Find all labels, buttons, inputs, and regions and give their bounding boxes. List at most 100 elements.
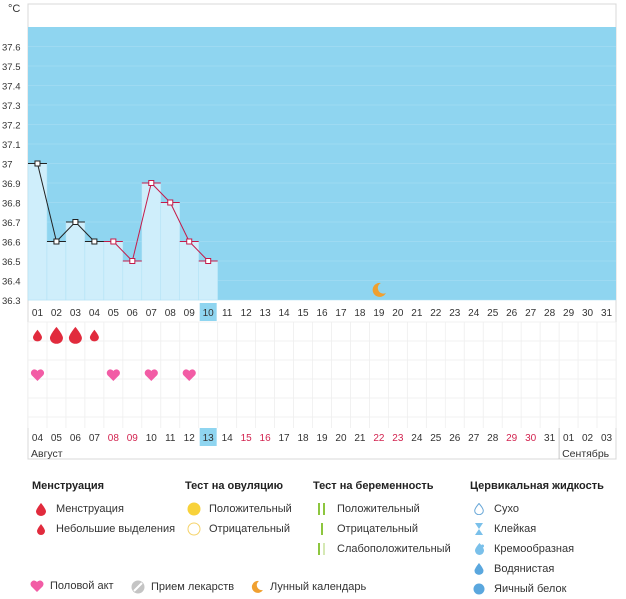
legend-item-creamy: Кремообразная [470, 539, 604, 559]
legend-ovulation: Тест на овуляцию Положительный Отрицател… [185, 480, 292, 539]
calendar-date-label: 06 [70, 433, 82, 444]
legend-lunar: Лунный календарь [250, 580, 366, 594]
legend-item-ovulation-positive: Положительный [185, 499, 292, 519]
temp-line-segment [36, 163, 57, 242]
legend-item-spotting: Небольшие выделения [32, 519, 175, 539]
cycle-day-label: 04 [89, 308, 101, 319]
temp-point [129, 258, 136, 264]
moon-icon [372, 282, 386, 297]
legend-item-pregnancy-negative: Отрицательный [313, 519, 451, 539]
calendar-date-label: 30 [525, 433, 537, 444]
hourglass-icon [470, 523, 488, 535]
temp-line-segment [150, 182, 171, 203]
temp-line-segment [188, 241, 209, 262]
legend-intercourse: Половой акт [30, 580, 114, 592]
calendar-date-label: 08 [108, 433, 120, 444]
calendar-date-label: 26 [449, 433, 461, 444]
cycle-day-label: 17 [335, 308, 347, 319]
temp-point [167, 199, 174, 206]
cycle-day-label: 25 [487, 308, 499, 319]
cycle-day-label: 19 [373, 308, 385, 319]
cycle-day-label: 22 [430, 308, 442, 319]
cycle-day-label: 23 [449, 308, 461, 319]
temp-bar [198, 260, 218, 301]
y-tick-label: 37.5 [2, 62, 21, 73]
calendar-date-label: 20 [335, 433, 347, 444]
cycle-day-label: 18 [354, 308, 366, 319]
calendar-date-label: 14 [222, 433, 234, 444]
temp-bar [65, 221, 86, 301]
cycle-day-label: 07 [146, 308, 158, 319]
calendar-date-label: 16 [260, 433, 272, 444]
y-tick-label: 37.4 [2, 82, 21, 93]
calendar-date-label: 24 [411, 433, 423, 444]
menstruation-drop-icon [68, 326, 82, 344]
legend-item-pregnancy-weak: Слабоположительный [313, 539, 451, 559]
empty-circle-icon [185, 522, 203, 536]
calendar-date-label: 12 [184, 433, 196, 444]
cycle-day-label: 09 [184, 308, 196, 319]
events-panel [28, 322, 616, 428]
calendar-date-label: 01 [563, 433, 575, 444]
creamy-drop-icon [470, 543, 488, 555]
cycle-day-label: 02 [51, 308, 63, 319]
temp-bar [141, 182, 162, 301]
cycle-day-label: 08 [165, 308, 177, 319]
cycle-day-label: 21 [411, 308, 423, 319]
one-line-icon [313, 523, 331, 535]
two-lines-icon [313, 503, 331, 515]
temp-bar [27, 163, 48, 301]
y-tick-label: 37 [2, 160, 13, 171]
cycle-day-label: 26 [506, 308, 518, 319]
current-day-highlight [199, 303, 217, 321]
heart-icon [144, 369, 158, 381]
temp-bar [103, 241, 124, 301]
temp-bar [179, 241, 199, 301]
heart-icon [182, 369, 196, 381]
month-label: Сентябрь [562, 448, 610, 460]
calendar-date-label: 02 [582, 433, 594, 444]
y-tick-label: 36.5 [2, 257, 21, 268]
faint-lines-icon [313, 543, 331, 555]
today-highlight [199, 428, 217, 446]
calendar-date-label: 29 [506, 433, 518, 444]
calendar-date-label: 31 [544, 433, 556, 444]
legend-medication: Прием лекарств [131, 580, 234, 594]
pill-icon [131, 580, 145, 594]
legend-item-egg-white: Яичный белок [470, 579, 604, 599]
cycle-day-label: 30 [582, 308, 594, 319]
cycle-day-label: 24 [468, 308, 480, 319]
calendar-date-label: 17 [279, 433, 291, 444]
month-label: Август [31, 448, 63, 460]
cycle-day-label: 20 [392, 308, 404, 319]
bbt-chart: °C 37.6 37.5 37.4 37.3 37.2 37.1 37 36.9 36.8 36.7… [2, 3, 617, 460]
y-tick-label: 36.6 [2, 238, 21, 249]
calendar-date-label: 22 [373, 433, 385, 444]
legend-cervical: Цервикальная жидкость Сухо Клейкая Кремо… [470, 480, 604, 599]
legend-pregnancy-title: Тест на беременность [313, 480, 434, 492]
calendar-date-label: 23 [392, 433, 404, 444]
calendar-date-label: 25 [430, 433, 442, 444]
calendar-date-label: 13 [203, 433, 215, 444]
heart-icon [106, 369, 120, 381]
cycle-day-label: 11 [222, 308, 233, 319]
temp-line-segment [56, 221, 76, 242]
legend-ovulation-title: Тест на овуляцию [185, 480, 284, 492]
cycle-day-label: 10 [203, 308, 215, 319]
cycle-day-label: 15 [297, 308, 309, 319]
y-unit-label: °C [8, 3, 20, 15]
calendar-date-label: 28 [487, 433, 499, 444]
menstruation-drop-icon [49, 326, 63, 344]
temp-point [53, 238, 60, 245]
y-tick-label: 37.1 [2, 140, 21, 151]
y-tick-label: 36.7 [2, 218, 21, 229]
cycle-day-label: 13 [260, 308, 272, 319]
legend-item-sticky: Клейкая [470, 519, 604, 539]
blood-drop-icon [32, 502, 50, 516]
moon-icon [250, 580, 264, 594]
y-tick-label: 36.3 [2, 296, 21, 307]
temp-bar [84, 241, 105, 301]
temp-bar [122, 260, 143, 301]
y-tick-label: 36.9 [2, 179, 21, 190]
spotting-drop-icon [32, 329, 42, 342]
